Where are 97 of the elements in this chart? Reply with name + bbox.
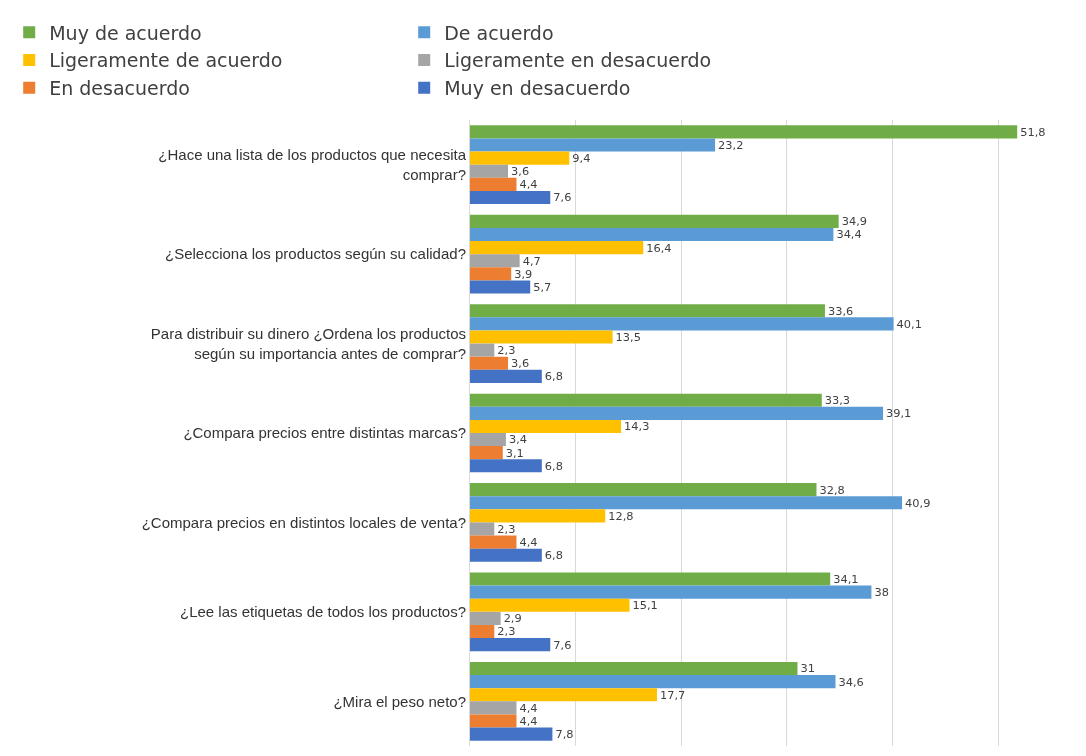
bar <box>470 661 798 676</box>
data-label: 2,3 <box>497 343 516 358</box>
data-label: 3,1 <box>505 445 524 460</box>
bar <box>470 214 839 228</box>
bar <box>470 522 495 536</box>
y-tick-label: ¿Hace una lista de los productos que necesita comprar? <box>158 146 467 183</box>
bar <box>470 419 622 433</box>
data-label: 17,7 <box>659 687 686 702</box>
data-label: 31 <box>800 661 815 676</box>
y-tick-label: ¿Lee las etiquetas de todos los productos? <box>179 603 466 621</box>
bar <box>470 675 836 689</box>
data-label: 15,1 <box>632 598 658 613</box>
data-label: 23,2 <box>718 137 744 152</box>
data-label: 13,5 <box>615 329 641 344</box>
bar <box>470 280 531 294</box>
legend-label: Ligeramente en desacuerdo <box>444 49 712 72</box>
bar <box>470 356 509 370</box>
data-label: 51,8 <box>1020 124 1046 139</box>
bar <box>470 190 551 205</box>
bar <box>470 535 517 549</box>
bar <box>470 406 884 420</box>
bar <box>470 138 716 152</box>
data-label: 5,7 <box>533 279 552 294</box>
data-label: 7,6 <box>553 637 572 652</box>
bar <box>470 164 509 178</box>
data-label: 40,9 <box>905 495 931 510</box>
bar <box>470 598 630 612</box>
bar <box>470 624 495 639</box>
bar <box>470 548 542 562</box>
bar <box>470 241 644 255</box>
data-label: 14,3 <box>624 419 650 434</box>
bar <box>470 343 495 357</box>
data-label: 3,6 <box>511 356 530 371</box>
data-label: 34,1 <box>833 572 859 586</box>
data-label: 2,3 <box>497 624 516 639</box>
data-label: 4,7 <box>522 253 541 268</box>
bar <box>470 496 903 510</box>
data-label: 38 <box>874 585 889 600</box>
bar <box>470 433 506 447</box>
bar <box>470 125 1018 139</box>
bar <box>470 611 501 625</box>
data-label: 34,9 <box>841 214 867 229</box>
data-label: 40,1 <box>896 316 922 331</box>
bar <box>470 254 520 268</box>
y-tick-label: Para distribuir su dinero ¿Ordena los productos según su importancia antes de comprar? <box>150 325 466 362</box>
bar <box>470 509 606 523</box>
data-label: 34,6 <box>838 674 864 689</box>
data-label: 9,4 <box>572 151 591 166</box>
bar <box>470 267 512 281</box>
bar <box>470 177 517 191</box>
data-label: 4,4 <box>519 700 538 715</box>
legend-label: Muy en desacuerdo <box>444 77 631 100</box>
data-label: 32,8 <box>819 482 845 497</box>
data-label: 39,1 <box>886 406 912 421</box>
bar <box>470 701 517 715</box>
data-label: 3,9 <box>514 266 533 281</box>
bar <box>470 585 872 599</box>
data-label: 4,4 <box>519 177 538 192</box>
bar <box>470 446 503 460</box>
legend-label: De acuerdo <box>444 21 554 44</box>
bar <box>470 227 834 242</box>
data-label: 7,6 <box>553 190 572 205</box>
data-label: 34,4 <box>836 227 862 242</box>
y-tick-label: ¿Selecciona los productos según su calidad? <box>164 245 466 263</box>
legend-label: En desacuerdo <box>49 77 190 100</box>
bar <box>470 483 817 497</box>
y-tick-label: ¿Compara precios en distintos locales de venta? <box>141 513 466 531</box>
data-label: 4,4 <box>519 535 538 550</box>
bar <box>470 459 542 473</box>
data-label: 2,3 <box>497 521 516 536</box>
bar <box>470 727 553 741</box>
data-label: 33,3 <box>824 393 851 408</box>
bar <box>470 151 570 165</box>
bar <box>470 330 613 344</box>
legend-label: Ligeramente de acuerdo <box>49 49 283 72</box>
bar <box>470 317 894 331</box>
data-label: 33,6 <box>827 303 854 318</box>
bar <box>470 714 517 728</box>
data-label: 6,8 <box>544 548 563 563</box>
data-label: 3,6 <box>511 164 530 179</box>
data-label: 7,8 <box>555 727 574 742</box>
data-label: 4,4 <box>519 713 538 728</box>
bar <box>470 638 551 652</box>
data-label: 3,4 <box>508 432 528 447</box>
data-label: 6,8 <box>544 458 563 473</box>
bar <box>470 304 825 318</box>
y-tick-label: ¿Compara precios entre distintas marcas? <box>183 424 466 442</box>
bar <box>470 393 822 407</box>
bar <box>470 688 657 702</box>
data-label: 12,8 <box>608 508 634 523</box>
data-label: 16,4 <box>646 240 672 255</box>
data-label: 6,8 <box>544 369 563 384</box>
bar <box>470 369 542 383</box>
data-label: 2,9 <box>503 611 522 626</box>
legend-label: Muy de acuerdo <box>49 21 202 44</box>
bar <box>470 572 831 586</box>
y-tick-label: ¿Mira el peso neto? <box>333 692 466 710</box>
